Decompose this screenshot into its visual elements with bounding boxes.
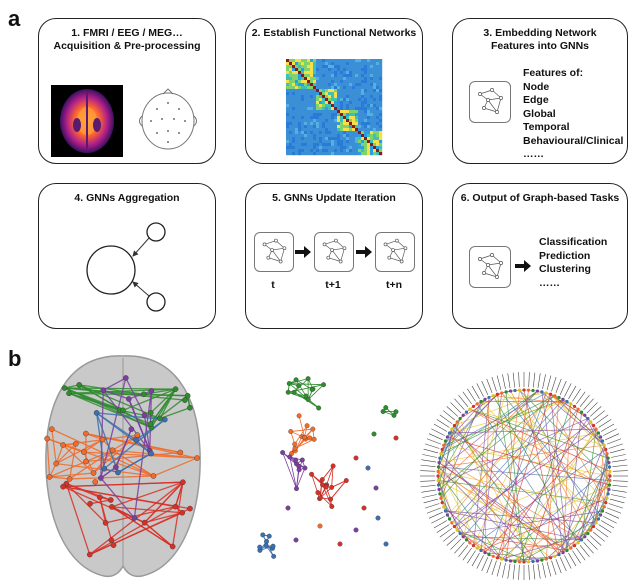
node-cluster-icon [257,376,399,559]
aggregation-diagram [86,222,166,312]
feature-header: Features of: [523,67,584,79]
feature-edge: Edge [523,94,549,106]
graph-icon [469,246,511,288]
task-classification: Classification [539,236,608,248]
arrow-right-icon [515,260,531,272]
box-title-gnn-aggregation: 4. GNNs Aggregation [74,192,180,204]
box-embedding-features: 3. Embedding Network Features into GNNs … [452,18,628,164]
task-list: Classification Prediction Clustering …… [539,236,607,290]
iteration-label-tn: t+n [385,279,403,291]
connectivity-matrix-icon [286,59,383,156]
box-title-embedding-features: 3. Embedding Network Features into GNNs [483,27,597,52]
box-acquisition: 1. FMRI / EEG / MEG… Acquisition & Pre-p… [38,18,216,164]
feature-ellipsis: …… [523,148,544,160]
task-prediction: Prediction [539,249,591,262]
central-node [86,245,136,295]
arrow-right-icon [356,246,372,258]
chord-diagram-icon [420,372,628,580]
eeg-head-icon [139,88,197,150]
task-ellipsis: …… [539,276,560,289]
brain-network-icon [44,355,201,578]
neighbor-node-bottom [146,292,166,312]
box-gnn-aggregation: 4. GNNs Aggregation [38,183,216,329]
box-functional-networks: 2. Establish Functional Networks [245,18,423,164]
feature-global: Global [523,107,556,120]
feature-temporal: Temporal [523,121,570,133]
neighbor-node-top [146,222,166,242]
iteration-label-t: t [271,279,275,291]
box-title-functional-networks: 2. Establish Functional Networks [251,27,417,39]
box-gnn-update: 5. GNNs Update Iteration t t+1 t+n [245,183,423,329]
graph-icon [314,232,354,272]
feature-node: Node [523,80,550,93]
task-clustering: Clustering [539,263,591,275]
graph-icon [254,232,294,272]
brain-scan-icon [51,85,123,157]
panel-label-a: a [8,6,21,31]
feature-list: Features of: Node Edge Global Temporal B… [523,67,623,162]
box-title-acquisition: 1. FMRI / EEG / MEG… Acquisition & Pre-p… [53,27,201,52]
box-graph-tasks: 6. Output of Graph-based Tasks Classific… [452,183,628,329]
iteration-label-t1: t+1 [325,279,341,291]
panel-label-b: b [8,346,22,371]
graph-icon [375,232,415,272]
box-title-gnn-update: 5. GNNs Update Iteration [272,192,396,204]
graph-icon [469,81,511,123]
arrow-right-icon [295,246,311,258]
box-title-graph-tasks: 6. Output of Graph-based Tasks [460,192,620,204]
feature-behavioural-clinical: Behavioural/Clinical [523,134,624,147]
